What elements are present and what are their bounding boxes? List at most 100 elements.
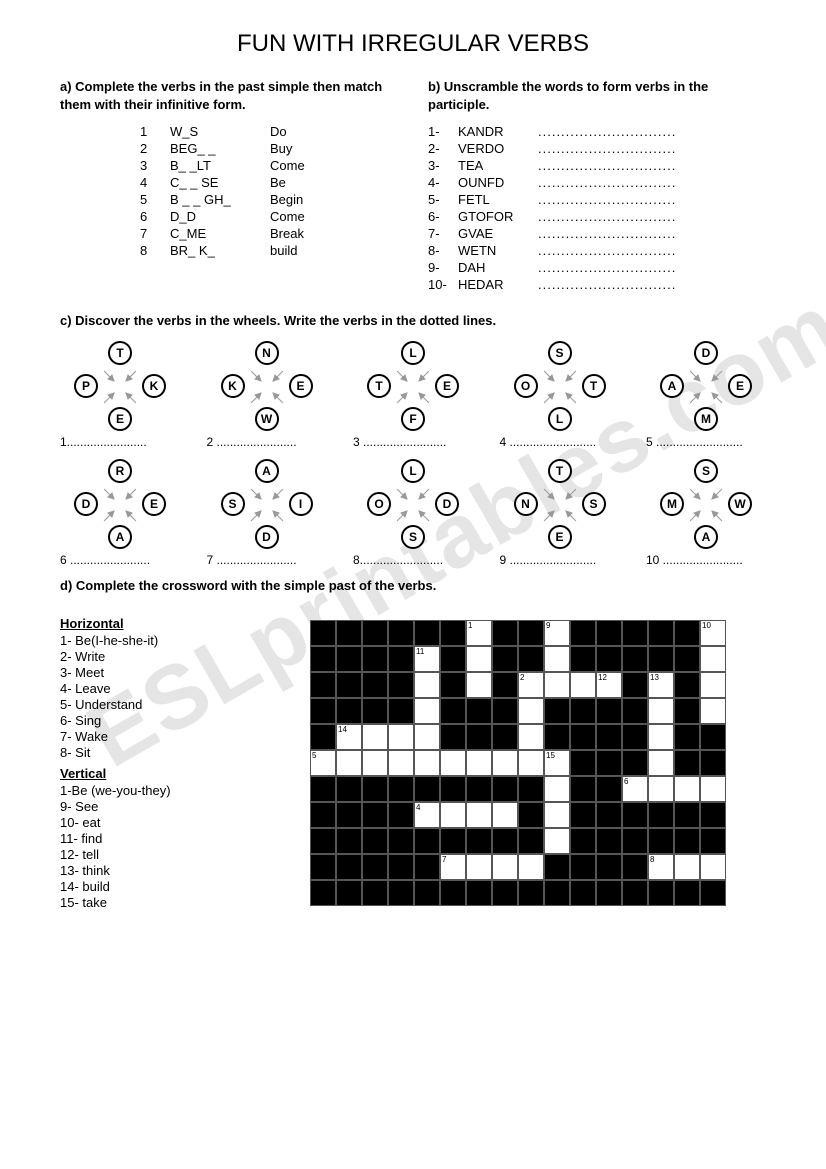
b-row-answer-line[interactable]: .............................. [538,175,676,190]
wheel-answer-line[interactable]: 3 ......................... [353,435,473,449]
crossword-cell-black [596,828,622,854]
crossword-cell-white[interactable]: 15 [544,750,570,776]
crossword-cell-white[interactable]: 14 [336,724,362,750]
crossword-cell-black [570,854,596,880]
a-row-gap[interactable]: BR_ K_ [170,243,270,258]
wheel-answer-line[interactable]: 1........................ [60,435,180,449]
crossword-cell-white[interactable] [648,750,674,776]
crossword-cell-white[interactable] [518,750,544,776]
crossword-cell-white[interactable]: 1 [466,620,492,646]
a-row-gap[interactable]: W_S [170,124,270,139]
crossword-cell-black [440,698,466,724]
crossword-cell-white[interactable] [466,802,492,828]
wheel-answer-line[interactable]: 4 .......................... [500,435,620,449]
wheel-answer-line[interactable]: 7 ........................ [207,553,327,567]
wheel-answer-line[interactable]: 2 ........................ [207,435,327,449]
a-row-gap[interactable]: B_ _LT [170,158,270,173]
a-row-gap[interactable]: C_ME [170,226,270,241]
wheel-answer-line[interactable]: 6 ........................ [60,553,180,567]
b-row-answer-line[interactable]: .............................. [538,226,676,241]
crossword-cell-white[interactable] [466,672,492,698]
crossword-cell-white[interactable] [440,802,466,828]
a-row-infinitive: Buy [270,141,350,156]
crossword-cell-white[interactable] [492,854,518,880]
crossword-grid-container: 1 9 10 11 2 12 13 145 15 6 47 8 [310,620,726,911]
b-row-answer-line[interactable]: .............................. [538,124,676,139]
crossword-cell-white[interactable] [414,698,440,724]
crossword-cell-white[interactable] [700,672,726,698]
crossword-cell-white[interactable] [388,750,414,776]
crossword-cell-white[interactable]: 7 [440,854,466,880]
crossword-cell-white[interactable]: 13 [648,672,674,698]
crossword-cell-white[interactable] [518,854,544,880]
horizontal-clues: 1- Be(I-he-she-it)2- Write3- Meet4- Leav… [60,633,290,760]
b-row-answer-line[interactable]: .............................. [538,158,676,173]
crossword-cell-white[interactable] [362,750,388,776]
crossword-cell-white[interactable] [466,854,492,880]
crossword-cell-white[interactable]: 6 [622,776,648,802]
crossword-cell-white[interactable]: 10 [700,620,726,646]
crossword-cell-black [336,828,362,854]
a-row-gap[interactable]: D_D [170,209,270,224]
crossword-cell-white[interactable] [700,698,726,724]
crossword-cell-white[interactable] [518,724,544,750]
crossword-cell-white[interactable]: 5 [310,750,336,776]
crossword-cell-white[interactable] [544,646,570,672]
crossword-grid: 1 9 10 11 2 12 13 145 15 6 47 8 [310,620,726,906]
crossword-cell-white[interactable] [466,750,492,776]
crossword-cell-white[interactable] [388,724,414,750]
a-row-gap[interactable]: B _ _ GH_ [170,192,270,207]
wheel-letter-bottom: E [548,525,572,549]
crossword-cell-white[interactable] [674,854,700,880]
crossword-cell-white[interactable] [414,672,440,698]
crossword-cell-white[interactable]: 11 [414,646,440,672]
crossword-cell-white[interactable] [700,854,726,880]
a-row-gap[interactable]: C_ _ SE [170,175,270,190]
wheel-letter-right: D [435,492,459,516]
crossword-cell-white[interactable] [700,646,726,672]
wheel-answer-line[interactable]: 10 ........................ [646,553,766,567]
b-row-answer-line[interactable]: .............................. [538,141,676,156]
crossword-cell-white[interactable] [414,750,440,776]
crossword-cell-white[interactable]: 8 [648,854,674,880]
b-row-answer-line[interactable]: .............................. [538,243,676,258]
crossword-cell-white[interactable] [648,698,674,724]
crossword-cell-white[interactable]: 12 [596,672,622,698]
crossword-cell-white[interactable] [674,776,700,802]
crossword-cell-white[interactable] [336,750,362,776]
b-row-answer-line[interactable]: .............................. [538,192,676,207]
crossword-cell-white[interactable]: 2 [518,672,544,698]
crossword-cell-white[interactable] [544,776,570,802]
wheel-answer-line[interactable]: 8......................... [353,553,473,567]
crossword-cell-white[interactable] [700,776,726,802]
crossword-cell-black [648,880,674,906]
crossword-cell-white[interactable]: 4 [414,802,440,828]
section-a: a) Complete the verbs in the past simple… [60,78,398,294]
crossword-cell-white[interactable] [362,724,388,750]
crossword-cell-white[interactable] [492,750,518,776]
crossword-cell-white[interactable] [518,698,544,724]
a-row-num: 2 [140,141,170,156]
crossword-cell-black [622,698,648,724]
crossword-cell-black [466,698,492,724]
crossword-cell-white[interactable] [414,724,440,750]
wheel-letter-bottom: L [548,407,572,431]
b-row-answer-line[interactable]: .............................. [538,277,676,292]
b-row-answer-line[interactable]: .............................. [538,260,676,275]
wheel-answer-line[interactable]: 9 .......................... [500,553,620,567]
wheel-answer-line[interactable]: 5 .......................... [646,435,766,449]
crossword-cell-white[interactable]: 9 [544,620,570,646]
b-row-answer-line[interactable]: .............................. [538,209,676,224]
crossword-cell-white[interactable] [544,828,570,854]
crossword-cell-white[interactable] [648,776,674,802]
crossword-cell-white[interactable] [440,750,466,776]
crossword-cell-black [362,620,388,646]
a-row-gap[interactable]: BEG_ _ [170,141,270,156]
crossword-cell-white[interactable] [648,724,674,750]
crossword-cell-white[interactable] [544,672,570,698]
crossword-cell-white[interactable] [570,672,596,698]
wheel-arrows-icon [387,479,439,531]
crossword-cell-white[interactable] [492,802,518,828]
crossword-cell-white[interactable] [544,802,570,828]
crossword-cell-white[interactable] [466,646,492,672]
